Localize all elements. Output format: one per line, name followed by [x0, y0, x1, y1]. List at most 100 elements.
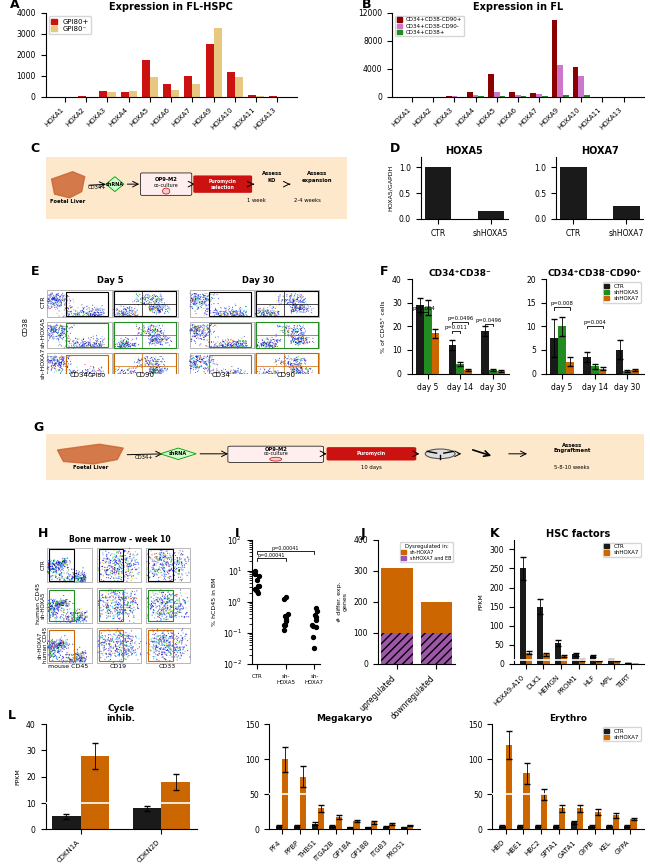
Point — [92, 371, 103, 384]
Point — [289, 369, 300, 383]
Point — [99, 641, 109, 655]
Bar — [114, 353, 176, 378]
Point — [129, 600, 139, 614]
Point — [51, 563, 62, 577]
Point — [278, 320, 289, 334]
Point — [133, 353, 143, 366]
Point — [61, 595, 72, 609]
Point — [59, 552, 70, 566]
Point — [88, 369, 99, 383]
Point — [70, 651, 80, 665]
Point — [291, 302, 302, 316]
Point — [45, 603, 55, 617]
Point — [267, 340, 278, 354]
Point — [296, 302, 307, 315]
Point — [72, 612, 82, 626]
Point — [218, 369, 228, 383]
Point — [196, 353, 207, 366]
Point — [122, 334, 132, 347]
Point — [153, 610, 164, 624]
Point — [286, 287, 296, 301]
Point — [149, 325, 159, 339]
Point — [122, 301, 133, 314]
Point — [50, 295, 60, 309]
Point — [169, 632, 179, 646]
Point — [222, 340, 233, 354]
Point — [147, 292, 157, 306]
Point — [157, 648, 167, 662]
Point — [57, 551, 68, 565]
Point — [111, 550, 122, 563]
Point — [157, 365, 168, 379]
Point — [148, 366, 158, 380]
Point — [171, 649, 181, 663]
Point — [274, 291, 285, 305]
Point — [156, 638, 166, 652]
Point — [164, 550, 175, 564]
Point — [68, 562, 79, 576]
Point — [203, 335, 214, 349]
Point — [123, 642, 133, 656]
Point — [177, 556, 187, 570]
Point — [84, 366, 94, 380]
Point — [49, 291, 60, 305]
Point — [233, 310, 244, 324]
Point — [263, 301, 273, 314]
Point — [163, 585, 174, 599]
Point — [158, 352, 168, 365]
Point — [83, 363, 93, 377]
Point — [157, 637, 167, 651]
Point — [175, 573, 185, 587]
Point — [198, 327, 209, 340]
Point — [153, 574, 164, 588]
Point — [202, 327, 213, 340]
Point — [143, 570, 153, 584]
Point — [157, 556, 168, 570]
Point — [77, 645, 88, 658]
Point — [114, 554, 125, 568]
Point — [79, 613, 90, 626]
Point — [79, 613, 90, 626]
Point — [256, 372, 266, 385]
Point — [196, 321, 206, 334]
Point — [122, 368, 132, 382]
Point — [272, 334, 282, 347]
Point — [123, 369, 133, 383]
Point — [292, 291, 303, 305]
Point — [76, 575, 86, 588]
Point — [60, 553, 70, 567]
Point — [279, 325, 289, 339]
Point — [124, 335, 134, 349]
Point — [202, 292, 212, 306]
Point — [155, 634, 166, 648]
Point — [71, 365, 81, 378]
Point — [69, 369, 79, 383]
Point — [66, 337, 77, 351]
Point — [233, 337, 244, 351]
Point — [222, 309, 233, 323]
Point — [46, 299, 57, 313]
Point — [57, 639, 68, 653]
Point — [56, 365, 66, 378]
Point — [57, 332, 67, 346]
Point — [49, 293, 60, 307]
Point — [292, 294, 303, 308]
Point — [303, 364, 313, 378]
Point — [266, 367, 276, 381]
Point — [47, 362, 57, 376]
Point — [95, 334, 105, 348]
Point — [194, 338, 205, 352]
Point — [159, 570, 169, 584]
Point — [60, 296, 71, 310]
Point — [293, 333, 304, 346]
Point — [62, 636, 72, 650]
Point — [105, 646, 115, 660]
Point — [295, 289, 306, 303]
Point — [153, 327, 164, 341]
Point — [189, 319, 200, 333]
Point — [237, 340, 247, 353]
Point — [151, 547, 161, 561]
Bar — [282, 759, 289, 829]
Point — [58, 641, 68, 655]
Point — [285, 351, 295, 365]
